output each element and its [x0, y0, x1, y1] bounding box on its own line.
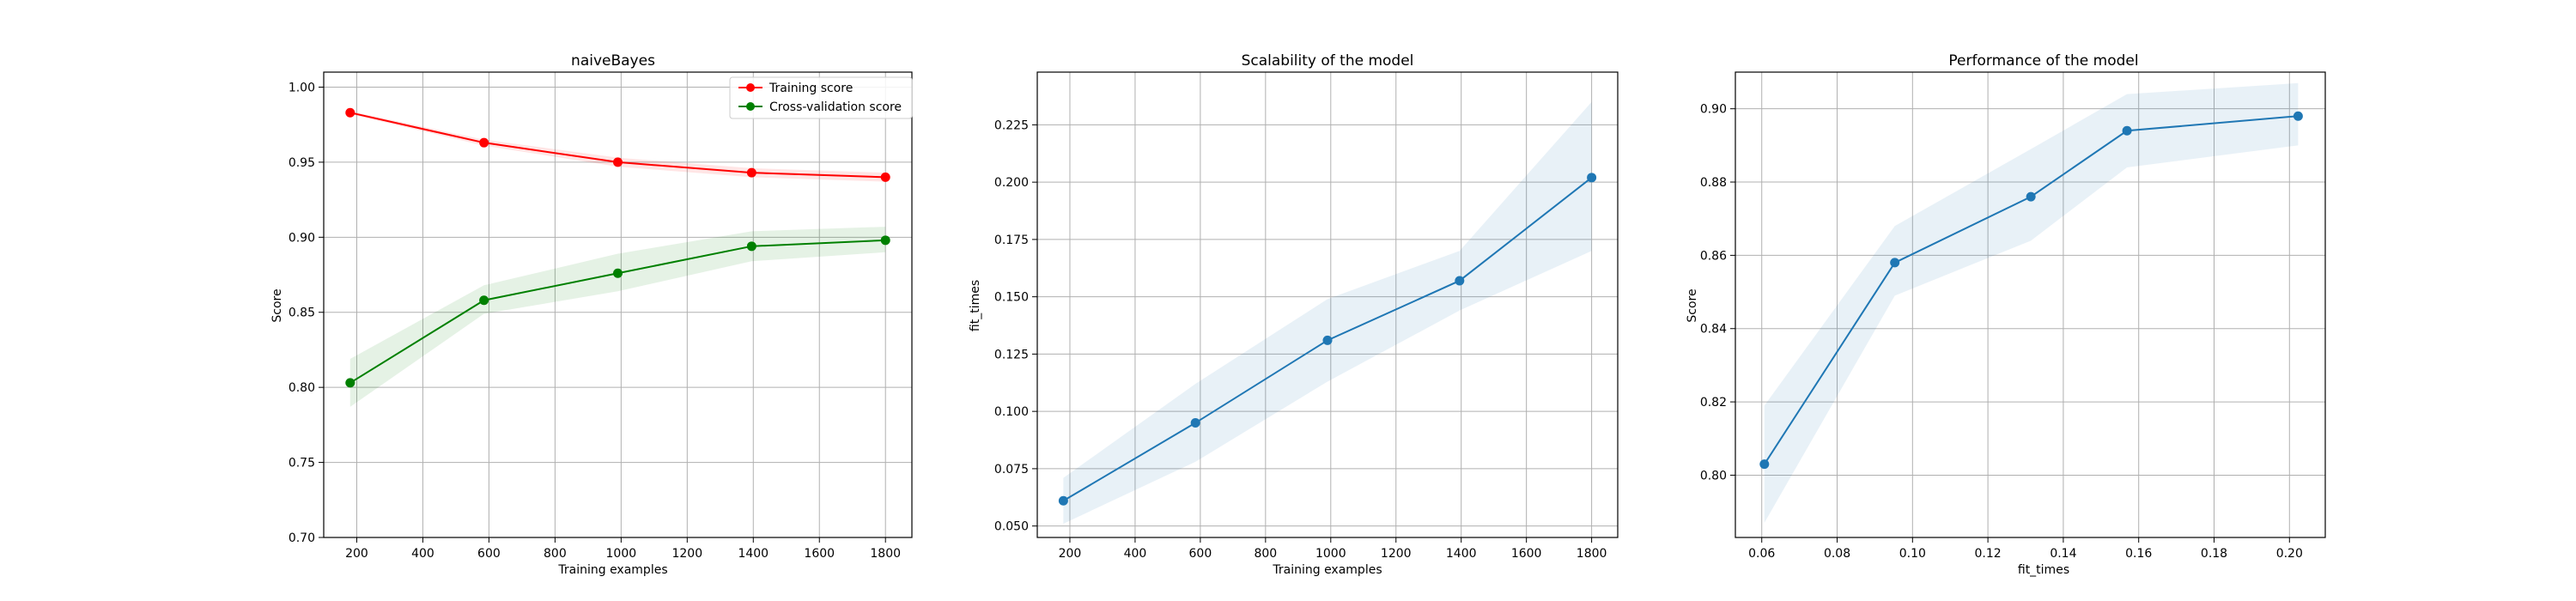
x-tick-label: 200: [345, 547, 368, 561]
x-tick-label: 1000: [1315, 547, 1346, 561]
data-point: [479, 295, 489, 306]
data-point: [2293, 111, 2303, 121]
y-tick-label: 1.00: [289, 81, 315, 94]
x-tick-label: 1800: [1577, 547, 1607, 561]
x-tick-label: 0.16: [2125, 547, 2152, 561]
y-tick-label: 0.86: [1700, 249, 1727, 263]
y-tick-label: 0.88: [1700, 176, 1727, 190]
y-axis-label: fit_times: [969, 280, 982, 331]
y-tick-label: 0.175: [994, 234, 1029, 247]
confidence-band: [1764, 82, 2299, 523]
x-tick-label: 0.14: [2050, 547, 2076, 561]
data-point: [1322, 335, 1333, 345]
y-axis-label: Score: [270, 288, 284, 322]
y-tick-label: 0.050: [994, 520, 1029, 534]
x-tick-label: 0.06: [1748, 547, 1775, 561]
y-tick-label: 0.100: [994, 405, 1029, 419]
data-point: [479, 137, 489, 148]
data-point: [613, 268, 623, 278]
plot-area: 200 400 600 800 1000 1200 1400 1600 1800 0.050 0.0…: [994, 71, 1619, 561]
y-tick-label: 0.82: [1700, 396, 1727, 410]
legend-marker-training: [746, 83, 755, 92]
data-point: [880, 235, 890, 246]
legend-marker-cross-validation: [746, 102, 755, 111]
legend-label-training: Training score: [769, 82, 853, 95]
data-point: [746, 241, 756, 252]
y-tick-label: 0.84: [1700, 323, 1727, 337]
panel-learning-curve: naiveBayes Training examples Score 200 40…: [270, 52, 913, 577]
x-tick-label: 800: [1254, 547, 1277, 561]
y-tick-label: 0.80: [289, 381, 315, 395]
data-point: [1190, 418, 1200, 428]
data-point: [880, 172, 890, 182]
panel-performance: Performance of the model fit_times Score…: [1686, 52, 2326, 577]
chart-title: Performance of the model: [1948, 52, 2138, 70]
x-tick-label: 1400: [738, 547, 769, 561]
y-tick-label: 0.075: [994, 463, 1029, 477]
x-tick-label: 0.08: [1824, 547, 1850, 561]
data-point: [2026, 191, 2036, 202]
x-tick-label: 600: [477, 547, 501, 561]
x-tick-label: 1200: [671, 547, 702, 561]
x-tick-label: 800: [544, 547, 567, 561]
x-tick-label: 1000: [606, 547, 637, 561]
x-tick-label: 1200: [1381, 547, 1412, 561]
y-tick-label: 0.95: [289, 156, 315, 170]
y-tick-label: 0.90: [289, 231, 315, 245]
x-tick-label: 0.12: [1975, 547, 2002, 561]
y-tick-label: 0.225: [994, 118, 1029, 132]
data-point: [1759, 459, 1770, 470]
x-tick-label: 200: [1059, 547, 1082, 561]
x-tick-label: 0.20: [2276, 547, 2303, 561]
y-axis-label: Score: [1686, 288, 1699, 322]
data-point: [345, 107, 355, 118]
x-tick-label: 0.18: [2201, 547, 2227, 561]
plot-area: 0.06 0.08 0.10 0.12 0.14 0.16 0.18 0.20 0.80 0.82…: [1700, 71, 2326, 561]
y-tick-label: 0.125: [994, 348, 1029, 361]
x-tick-label: 400: [411, 547, 434, 561]
y-tick-label: 0.75: [289, 457, 315, 470]
plot-area: 200 400 600 800 1000 1200 1400 1600 1800 0.70 0.75…: [289, 71, 913, 561]
data-point: [1890, 258, 1900, 268]
axes-frame: [323, 71, 913, 538]
legend-box: [729, 76, 913, 119]
data-point: [1455, 276, 1465, 286]
y-tick-label: 0.70: [289, 531, 315, 545]
axes-frame: [1735, 71, 2326, 538]
chart-title: naiveBayes: [571, 52, 655, 70]
data-point: [1587, 173, 1597, 183]
data-point: [345, 378, 355, 388]
x-axis-label: fit_times: [2018, 563, 2069, 577]
x-axis-label: Training examples: [1272, 563, 1382, 577]
x-tick-label: 600: [1189, 547, 1212, 561]
legend: Training score Cross-validation score: [729, 76, 913, 119]
legend-label-cross-validation: Cross-validation score: [769, 100, 902, 114]
data-point: [613, 157, 623, 167]
y-tick-label: 0.150: [994, 291, 1029, 305]
chart-title: Scalability of the model: [1242, 52, 1414, 70]
y-tick-label: 0.80: [1700, 469, 1727, 483]
y-tick-label: 0.200: [994, 176, 1029, 190]
data-point: [2122, 125, 2132, 136]
x-tick-label: 1800: [870, 547, 901, 561]
x-tick-label: 1600: [804, 547, 835, 561]
x-tick-label: 1400: [1446, 547, 1477, 561]
x-axis-label: Training examples: [557, 563, 667, 577]
axes-frame: [1036, 71, 1619, 538]
y-tick-label: 0.85: [289, 307, 315, 320]
y-tick-label: 0.90: [1700, 103, 1727, 117]
x-tick-label: 0.10: [1899, 547, 1926, 561]
data-point: [746, 167, 756, 178]
panel-scalability: Scalability of the model Training exampl…: [969, 52, 1619, 577]
x-tick-label: 400: [1124, 547, 1147, 561]
data-point: [1058, 495, 1068, 506]
x-tick-label: 1600: [1511, 547, 1542, 561]
